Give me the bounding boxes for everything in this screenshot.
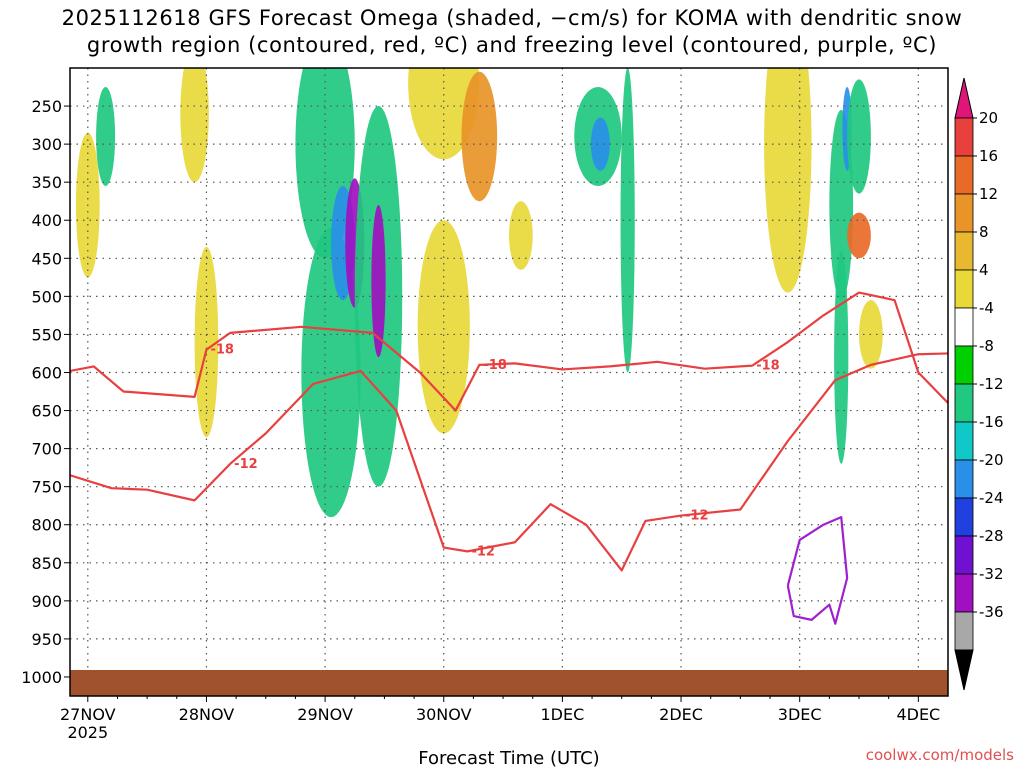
colorbar-label--20: -20 bbox=[979, 451, 1004, 469]
colorbar-label--28: -28 bbox=[979, 527, 1004, 545]
colorbar-box-10 bbox=[954, 459, 974, 499]
credit-link[interactable]: coolwx.com/models bbox=[866, 746, 1014, 764]
omega-region-1 bbox=[96, 87, 116, 186]
x-tick-label-2DEC: 2DEC bbox=[659, 705, 703, 724]
colorbar-box-11 bbox=[954, 497, 974, 537]
y-tick-label-750: 750 bbox=[31, 478, 62, 497]
plot-frame bbox=[69, 67, 949, 697]
y-tick-label-550: 550 bbox=[31, 325, 62, 344]
x-tick-label-27NOV: 27NOV bbox=[60, 705, 116, 724]
colorbar-label--16: -16 bbox=[979, 413, 1004, 431]
y-tick-label-950: 950 bbox=[31, 630, 62, 649]
x-tick-label-4DEC: 4DEC bbox=[896, 705, 940, 724]
y-tick-label-700: 700 bbox=[31, 440, 62, 459]
x-tick-year: 2025 bbox=[67, 723, 108, 742]
contour-label--12: -12 bbox=[234, 457, 257, 472]
omega-region-17 bbox=[764, 68, 812, 293]
x-axis-title: Forecast Time (UTC) bbox=[418, 748, 599, 768]
omega-region-22 bbox=[847, 79, 871, 194]
x-tick-label-1DEC: 1DEC bbox=[541, 705, 585, 724]
colorbar-label-12: 12 bbox=[979, 185, 998, 203]
omega-region-11 bbox=[417, 220, 470, 434]
colorbar-box-3 bbox=[954, 193, 974, 233]
colorbar-box-12 bbox=[954, 535, 974, 575]
x-axis: 27NOV 28NOV 29NOV 30NOV 1DEC 2DEC 3DEC 4DEC 2025 bbox=[60, 696, 940, 742]
y-tick-label-800: 800 bbox=[31, 516, 62, 535]
colorbar-top-arrow bbox=[954, 77, 974, 119]
colorbar-box-2 bbox=[954, 155, 974, 195]
contour-line-1 bbox=[70, 352, 948, 572]
colorbar-bottom-arrow bbox=[954, 649, 974, 691]
colorbar-label-16: 16 bbox=[979, 147, 998, 165]
y-axis: 250 300 350 400 450 500 550 600 650 700 750 800 850 9… bbox=[21, 97, 70, 687]
y-tick-label-650: 650 bbox=[31, 402, 62, 421]
y-tick-label-350: 350 bbox=[31, 173, 62, 192]
colorbar-label--24: -24 bbox=[979, 489, 1004, 507]
omega-region-13 bbox=[509, 201, 533, 270]
colorbar-box-5 bbox=[954, 269, 974, 309]
omega-region-12 bbox=[461, 71, 498, 202]
y-tick-label-500: 500 bbox=[31, 287, 62, 306]
y-tick-label-250: 250 bbox=[31, 97, 62, 116]
chart-title-line-1: 2025112618 GFS Forecast Omega (shaded, −… bbox=[61, 6, 963, 30]
colorbar-label--32: -32 bbox=[979, 565, 1004, 583]
contour-layer: -18 -18 -18 -12 -12 -12 bbox=[70, 291, 948, 625]
colorbar-label-20: 20 bbox=[979, 109, 998, 127]
colorbar-label-4: 4 bbox=[979, 261, 989, 279]
y-tick-label-600: 600 bbox=[31, 363, 62, 382]
colorbar-label--8: -8 bbox=[979, 337, 994, 355]
ground-surface bbox=[70, 670, 948, 696]
colorbar-box-1 bbox=[954, 117, 974, 157]
contour-label--12: -12 bbox=[685, 509, 709, 524]
contour-line-2 bbox=[786, 516, 849, 625]
x-tick-label-3DEC: 3DEC bbox=[778, 705, 822, 724]
colorbar-label--36: -36 bbox=[979, 603, 1004, 621]
contour-label--12: -12 bbox=[471, 544, 495, 559]
colorbar-box-14 bbox=[954, 611, 974, 651]
omega-region-20 bbox=[847, 212, 871, 259]
contour-label--18: -18 bbox=[210, 343, 234, 358]
y-tick-label-850: 850 bbox=[31, 554, 62, 573]
colorbar-label--4: -4 bbox=[979, 299, 994, 317]
colorbar-label--12: -12 bbox=[979, 375, 1004, 393]
y-tick-label-300: 300 bbox=[31, 135, 62, 154]
contour-label--18: -18 bbox=[483, 358, 507, 373]
contour-label--18: -18 bbox=[756, 359, 780, 374]
colorbar: 20 16 12 8 4 -4 -8 -12 -16 -20 -24 -28 -32 -36 bbox=[954, 77, 1004, 691]
omega-region-16 bbox=[620, 68, 635, 373]
x-tick-label-28NOV: 28NOV bbox=[179, 705, 235, 724]
omega-region-9 bbox=[371, 205, 386, 358]
y-tick-label-1000: 1000 bbox=[21, 668, 62, 687]
y-tick-label-400: 400 bbox=[31, 211, 62, 230]
x-tick-label-29NOV: 29NOV bbox=[297, 705, 353, 724]
colorbar-box-6 bbox=[954, 307, 974, 347]
colorbar-box-8 bbox=[954, 383, 974, 423]
colorbar-box-4 bbox=[954, 231, 974, 271]
colorbar-box-9 bbox=[954, 421, 974, 461]
colorbar-label-8: 8 bbox=[979, 223, 989, 241]
omega-region-2 bbox=[180, 68, 209, 183]
contour-line-0 bbox=[70, 291, 948, 412]
grid-layer bbox=[70, 68, 948, 696]
omega-region-15 bbox=[590, 117, 610, 171]
x-tick-label-30NOV: 30NOV bbox=[416, 705, 472, 724]
y-tick-label-900: 900 bbox=[31, 592, 62, 611]
colorbar-box-7 bbox=[954, 345, 974, 385]
omega-shading-layer bbox=[75, 68, 883, 518]
y-tick-label-450: 450 bbox=[31, 249, 62, 268]
colorbar-box-13 bbox=[954, 573, 974, 613]
chart-title-line-2: growth region (contoured, red, ºC) and f… bbox=[86, 33, 938, 57]
